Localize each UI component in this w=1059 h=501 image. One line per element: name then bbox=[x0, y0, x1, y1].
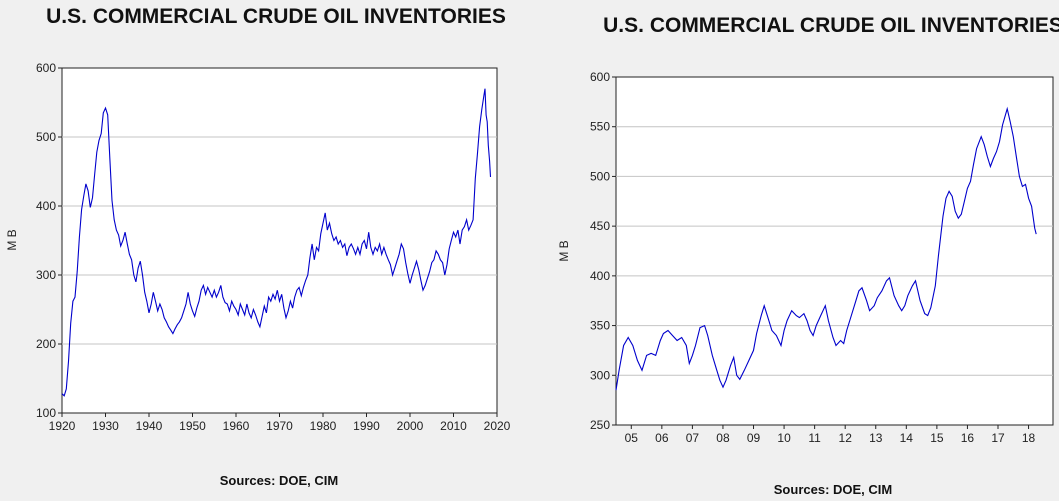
right-y-tick-label: 250 bbox=[590, 418, 610, 432]
right-x-tick-label: 12 bbox=[839, 431, 853, 445]
right-x-tick-label: 07 bbox=[686, 431, 700, 445]
right-plot-area bbox=[615, 76, 1054, 426]
left-y-tick-label: 400 bbox=[36, 199, 56, 213]
left-series-line bbox=[61, 88, 492, 397]
right-y-tick-label: 550 bbox=[590, 120, 610, 134]
right-x-tick-label: 16 bbox=[961, 431, 975, 445]
right-y-axis: 250 300 350 400 450 500 550 600 bbox=[590, 70, 616, 432]
right-x-tick-label: 13 bbox=[869, 431, 883, 445]
left-x-tick-label: 1950 bbox=[179, 419, 206, 433]
right-y-tick-label: 600 bbox=[590, 70, 610, 84]
right-x-tick-label: 06 bbox=[655, 431, 669, 445]
left-plot-area bbox=[61, 67, 498, 414]
left-y-axis-label: M B bbox=[5, 229, 19, 250]
left-y-tick-label: 200 bbox=[36, 337, 56, 351]
right-y-tick-label: 500 bbox=[590, 169, 610, 183]
left-x-tick-label: 1960 bbox=[223, 419, 250, 433]
right-x-tick-label: 17 bbox=[991, 431, 1005, 445]
left-x-tick-label: 1970 bbox=[266, 419, 293, 433]
right-y-tick-label: 400 bbox=[590, 269, 610, 283]
right-series-line bbox=[615, 106, 1037, 391]
right-x-tick-label: 10 bbox=[777, 431, 791, 445]
left-source-note: Sources: DOE, CIM bbox=[220, 473, 338, 488]
right-x-tick-label: 08 bbox=[716, 431, 730, 445]
right-chart: U.S. COMMERCIAL CRUDE OIL INVENTORIES 25… bbox=[557, 14, 1059, 497]
right-grid bbox=[616, 126, 1053, 376]
right-source-note: Sources: DOE, CIM bbox=[774, 482, 892, 497]
left-x-tick-label: 1980 bbox=[310, 419, 337, 433]
left-x-tick-label: 1940 bbox=[136, 419, 163, 433]
right-x-tick-label: 09 bbox=[747, 431, 761, 445]
right-y-axis-label: M B bbox=[557, 240, 571, 261]
left-y-tick-label: 300 bbox=[36, 268, 56, 282]
left-x-axis: 1920 1930 1940 1950 1960 1970 1980 1990 2000 2010… bbox=[49, 413, 511, 433]
right-y-tick-label: 300 bbox=[590, 368, 610, 382]
right-x-tick-label: 14 bbox=[900, 431, 914, 445]
left-y-tick-label: 500 bbox=[36, 130, 56, 144]
left-y-tick-label: 600 bbox=[36, 61, 56, 75]
right-x-tick-label: 18 bbox=[1022, 431, 1036, 445]
left-chart: U.S. COMMERCIAL CRUDE OIL INVENTORIES 10… bbox=[5, 5, 511, 488]
right-y-tick-label: 450 bbox=[590, 219, 610, 233]
left-x-tick-label: 2020 bbox=[484, 419, 511, 433]
right-chart-title: U.S. COMMERCIAL CRUDE OIL INVENTORIES bbox=[603, 14, 1059, 37]
left-x-tick-label: 2000 bbox=[397, 419, 424, 433]
right-x-tick-label: 15 bbox=[930, 431, 944, 445]
right-y-tick-label: 350 bbox=[590, 319, 610, 333]
left-x-tick-label: 1920 bbox=[49, 419, 76, 433]
left-x-tick-label: 2010 bbox=[440, 419, 467, 433]
right-x-axis: 05 06 07 08 09 10 11 12 13 14 15 16 17 18 bbox=[625, 425, 1036, 445]
left-y-axis: 100 200 300 400 500 600 bbox=[36, 61, 62, 420]
left-y-tick-label: 100 bbox=[36, 406, 56, 420]
left-chart-title: U.S. COMMERCIAL CRUDE OIL INVENTORIES bbox=[46, 5, 506, 28]
left-x-tick-label: 1990 bbox=[353, 419, 380, 433]
right-x-tick-label: 05 bbox=[625, 431, 639, 445]
right-x-tick-label: 11 bbox=[808, 431, 821, 445]
left-grid bbox=[62, 136, 497, 345]
left-x-tick-label: 1930 bbox=[92, 419, 119, 433]
